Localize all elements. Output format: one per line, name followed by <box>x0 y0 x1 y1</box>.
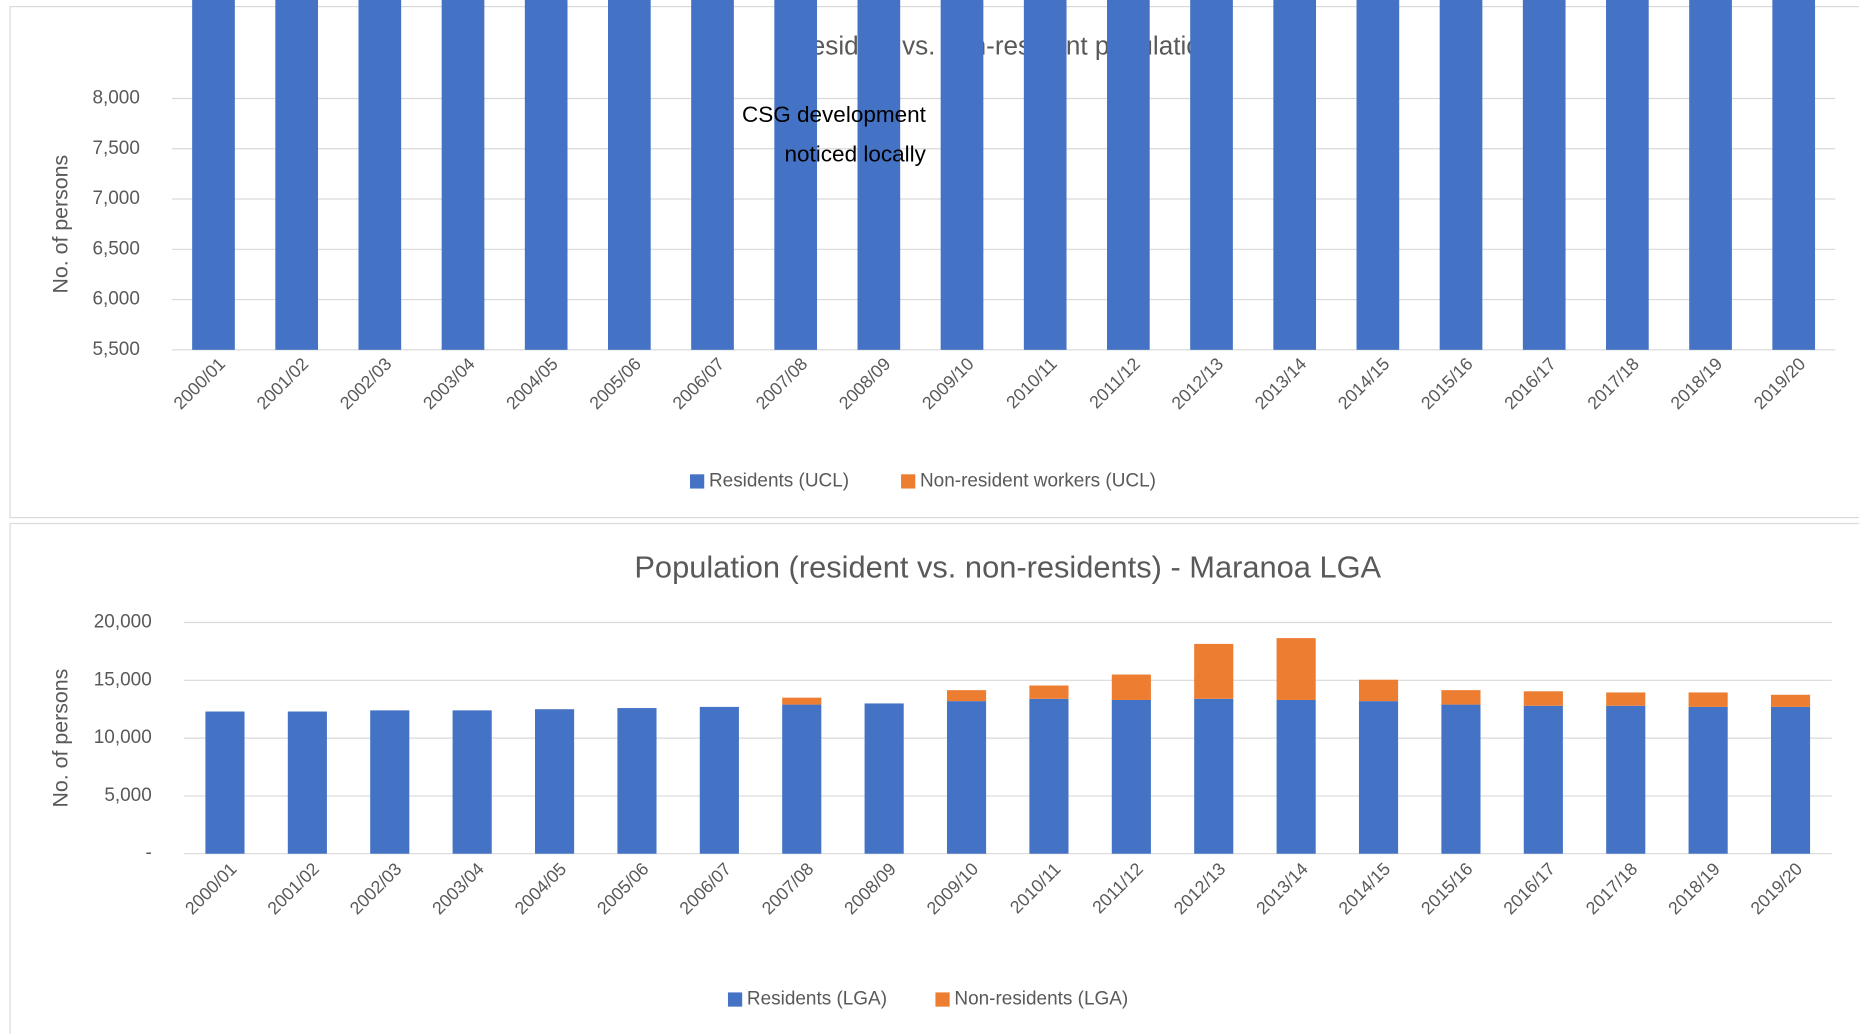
legend-label: Residents (UCL) <box>709 470 849 491</box>
y-tick-label: 10,000 <box>94 727 152 748</box>
bar-segment <box>1522 0 1566 350</box>
bar-segment <box>946 690 987 702</box>
chart-panel <box>9 522 1859 1034</box>
legend-swatch <box>690 474 705 489</box>
bar-segment <box>782 697 822 705</box>
y-tick-label: 5,500 <box>92 339 139 360</box>
bar-segment <box>1029 698 1069 854</box>
bar-segment <box>864 703 904 854</box>
y-tick-label: 7,000 <box>92 188 139 209</box>
y-tick-label: 7,500 <box>92 138 139 159</box>
y-tick-label: 6,500 <box>92 238 139 259</box>
bar-segment <box>1273 0 1317 350</box>
bar-segment <box>699 706 739 854</box>
legend-swatch <box>901 474 916 489</box>
bar-segment <box>940 0 984 350</box>
bar-segment <box>617 708 657 854</box>
bar-segment <box>1194 698 1234 854</box>
y-axis-label: No. of persons <box>48 155 72 294</box>
bar-segment <box>1770 706 1811 854</box>
bar-segment <box>1111 699 1151 854</box>
bar-segment <box>1276 699 1316 854</box>
bar-segment <box>1772 0 1816 350</box>
legend-swatch <box>935 992 950 1007</box>
y-axis-label: No. of persons <box>48 669 72 808</box>
legend-label: Residents (LGA) <box>747 989 887 1010</box>
y-tick-label: 5,000 <box>104 785 151 806</box>
bar-segment <box>192 0 235 350</box>
bar-segment <box>1606 705 1646 854</box>
bar-segment <box>607 0 651 350</box>
legend-swatch <box>727 992 743 1007</box>
bar-segment <box>1441 704 1481 854</box>
bar-segment <box>370 710 410 854</box>
chart-title: Resident vs. non-resident population <box>792 30 1215 60</box>
bar-segment <box>287 711 327 854</box>
bar-segment <box>1276 638 1316 700</box>
bar-segment <box>534 709 575 854</box>
bar-segment <box>1689 0 1732 350</box>
bar-segment <box>524 0 568 350</box>
bar-segment <box>1688 706 1728 854</box>
y-tick-label: 20,000 <box>94 612 152 633</box>
bar-segment <box>205 711 245 854</box>
chart-title: Population (resident vs. non-residents) … <box>634 549 1381 584</box>
bar-segment <box>452 710 492 854</box>
bar-segment <box>1190 0 1233 350</box>
bar-segment <box>1770 694 1811 707</box>
bar-segment <box>1023 0 1067 350</box>
bar-segment <box>1523 705 1563 854</box>
bar-segment <box>441 0 485 350</box>
bar-segment <box>1439 0 1483 350</box>
bar-segment <box>774 0 818 350</box>
y-tick-label: 15,000 <box>94 669 152 690</box>
y-tick-label: 6,000 <box>92 289 139 310</box>
bar-segment <box>691 0 734 350</box>
legend-label: Non-residents (LGA) <box>954 989 1128 1010</box>
bar-segment <box>782 704 822 854</box>
y-tick-label: 8,000 <box>92 88 139 109</box>
bar-segment <box>1441 690 1481 705</box>
bar-segment <box>1358 679 1399 702</box>
bar-segment <box>1606 692 1646 706</box>
bar-segment <box>358 0 402 350</box>
bar-segment <box>1111 674 1151 700</box>
bar-segment <box>1358 701 1399 854</box>
bar-segment <box>1194 643 1234 699</box>
annotation: noticed locally <box>785 141 927 166</box>
bar-segment <box>1606 0 1649 350</box>
bar-segment <box>1523 691 1563 706</box>
bar-segment <box>1356 0 1400 350</box>
bar-segment <box>857 0 901 350</box>
annotation: CSG development <box>742 102 927 127</box>
bar-segment <box>275 0 319 350</box>
bar-segment <box>1688 692 1728 707</box>
bar-segment <box>1029 685 1069 699</box>
y-tick-label: - <box>145 843 151 864</box>
bar-segment <box>946 701 987 854</box>
legend-label: Non-resident workers (UCL) <box>920 470 1156 491</box>
bar-segment <box>1107 0 1150 350</box>
